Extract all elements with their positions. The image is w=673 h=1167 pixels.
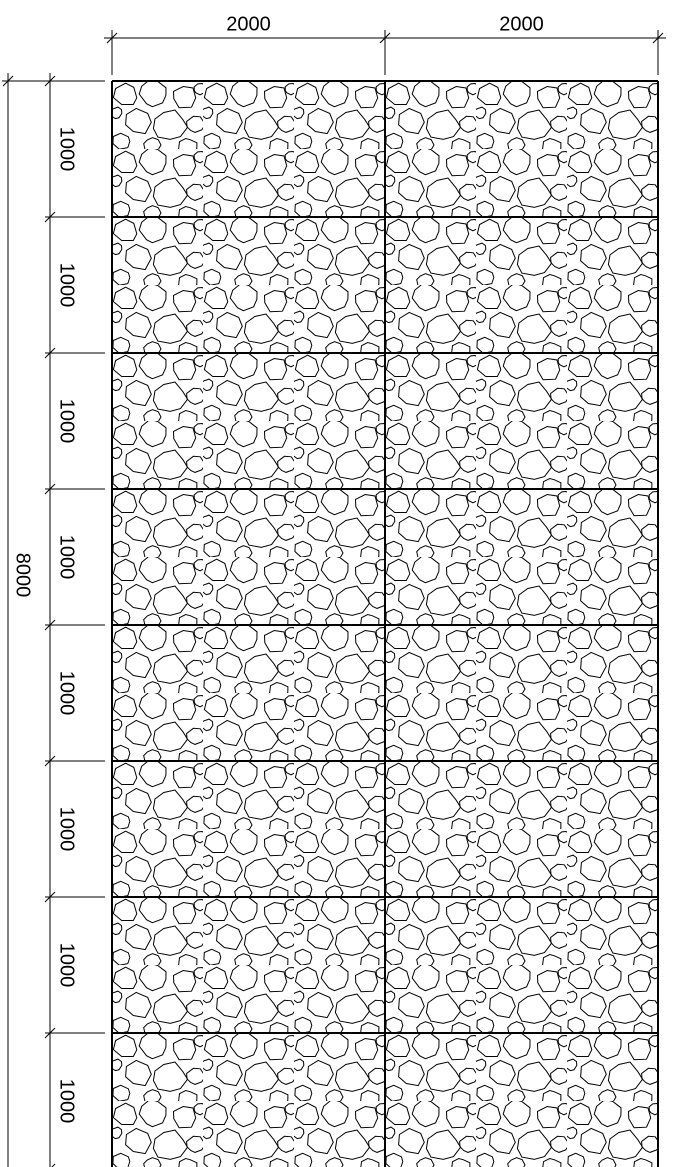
- dim-tick: [44, 755, 56, 767]
- dim-tick: [44, 1027, 56, 1039]
- dim-text: 1000: [56, 263, 78, 308]
- dim-text: 2000: [499, 13, 544, 35]
- dim-tick: [44, 483, 56, 495]
- dim-text: 1000: [56, 535, 78, 580]
- dim-tick: [106, 32, 118, 44]
- dim-text: 1000: [56, 399, 78, 444]
- dim-tick: [2, 75, 14, 87]
- dim-text: 2000: [226, 13, 271, 35]
- dim-text: 1000: [56, 943, 78, 988]
- dim-text: 1000: [56, 807, 78, 852]
- dim-tick: [379, 32, 391, 44]
- dim-tick: [44, 211, 56, 223]
- dim-tick: [44, 75, 56, 87]
- dim-tick: [44, 347, 56, 359]
- dim-text: 1000: [56, 127, 78, 172]
- dim-tick: [652, 32, 664, 44]
- dim-text: 1000: [56, 671, 78, 716]
- dim-tick: [44, 619, 56, 631]
- dim-text: 8000: [12, 553, 34, 598]
- layer: 2000 2000 1000 1000 1000 1000 1000 1000 1000 1000…: [2, 13, 666, 1167]
- dim-tick: [44, 891, 56, 903]
- dim-tick: [51, 1163, 56, 1167]
- dim-text: 1000: [56, 1079, 78, 1124]
